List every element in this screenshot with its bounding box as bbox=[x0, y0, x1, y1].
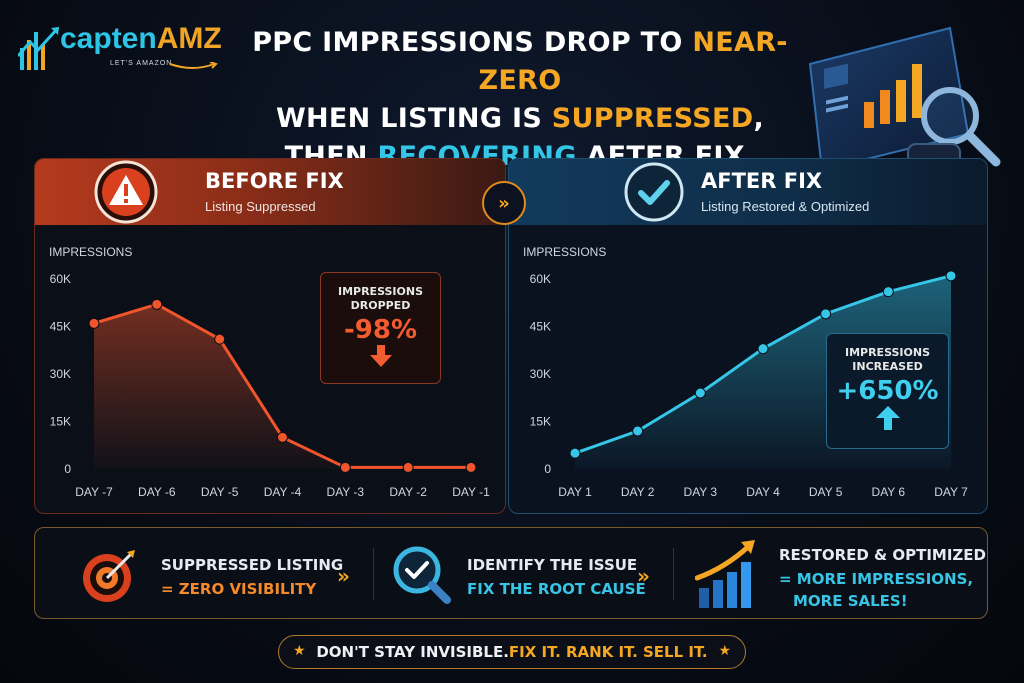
headline-line-1: PPC IMPRESSIONS DROP TO NEAR-ZERO bbox=[252, 27, 788, 96]
steps-strip: SUPPRESSED LISTING = ZERO VISIBILITY » I… bbox=[34, 527, 988, 619]
after-y-tick-label: 30K bbox=[530, 367, 551, 381]
before-area bbox=[94, 304, 471, 469]
dropped-callout: IMPRESSIONS DROPPED -98% bbox=[320, 272, 441, 384]
brand-logo: captenAMZ LET'S AMAZON bbox=[18, 22, 238, 82]
after-y-tick-label: 0 bbox=[544, 462, 551, 476]
increased-callout: IMPRESSIONS INCREASED +650% bbox=[826, 333, 949, 449]
before-fix-title: BEFORE FIX bbox=[205, 169, 344, 193]
after-x-tick-label: DAY 5 bbox=[809, 485, 843, 499]
after-data-point bbox=[882, 286, 894, 298]
before-fix-panel: BEFORE FIX Listing Suppressed IMPRESSION… bbox=[34, 158, 506, 514]
before-y-axis-label: IMPRESSIONS bbox=[49, 245, 132, 259]
arrow-up-icon bbox=[875, 406, 900, 430]
before-x-tick-label: DAY -3 bbox=[327, 485, 365, 499]
star-icon: ★ bbox=[718, 643, 731, 659]
after-y-tick-label: 60K bbox=[530, 272, 551, 286]
before-x-tick-label: DAY -7 bbox=[75, 485, 113, 499]
step-3-subtitle: = MORE IMPRESSIONS, bbox=[779, 570, 974, 588]
checkmark-icon bbox=[624, 162, 684, 222]
after-x-tick-label: DAY 1 bbox=[558, 485, 592, 499]
tagline-part-2: FIX IT. RANK IT. SELL IT. bbox=[508, 643, 708, 661]
logo-bars-icon bbox=[18, 26, 60, 70]
star-icon: ★ bbox=[293, 643, 306, 659]
increased-callout-value: +650% bbox=[836, 376, 939, 406]
divider bbox=[673, 548, 674, 600]
divider bbox=[373, 548, 374, 600]
headline-line-2: WHEN LISTING IS SUPPRESSED, bbox=[275, 103, 765, 134]
tagline-banner: ★ DON'T STAY INVISIBLE. FIX IT. RANK IT.… bbox=[278, 635, 746, 669]
step-1-title: SUPPRESSED LISTING bbox=[161, 556, 344, 574]
dropped-callout-value: -98% bbox=[343, 315, 418, 345]
after-fix-panel: AFTER FIX Listing Restored & Optimized I… bbox=[508, 158, 988, 514]
after-data-point bbox=[945, 270, 957, 282]
dashboard-monitor-icon: a bbox=[808, 26, 1001, 197]
arrow-down-icon bbox=[369, 345, 392, 367]
after-x-tick-label: DAY 7 bbox=[934, 485, 968, 499]
after-fix-subtitle: Listing Restored & Optimized bbox=[701, 199, 870, 214]
before-y-tick-label: 30K bbox=[50, 367, 71, 381]
before-data-point bbox=[88, 317, 100, 329]
after-x-tick-label: DAY 3 bbox=[684, 485, 718, 499]
step-2-subtitle: FIX THE ROOT CAUSE bbox=[467, 580, 646, 598]
logo-wordmark: captenAMZ bbox=[60, 22, 222, 55]
magnifier-check-icon bbox=[393, 546, 451, 604]
before-data-point bbox=[402, 461, 414, 473]
after-fix-header bbox=[509, 159, 987, 225]
before-x-tick-label: DAY -2 bbox=[389, 485, 427, 499]
after-y-tick-label: 15K bbox=[530, 415, 551, 429]
step-3-subtitle-2: MORE SALES! bbox=[793, 592, 908, 610]
warning-icon bbox=[94, 160, 158, 224]
after-data-point bbox=[820, 308, 832, 320]
step-2-title: IDENTIFY THE ISSUE bbox=[467, 556, 638, 574]
tagline-part-1: DON'T STAY INVISIBLE. bbox=[316, 643, 509, 661]
step-1-subtitle: = ZERO VISIBILITY bbox=[161, 580, 317, 598]
after-data-point bbox=[569, 447, 581, 459]
before-after-arrow-icon: » bbox=[482, 181, 526, 225]
after-x-tick-label: DAY 6 bbox=[872, 485, 906, 499]
headline: PPC IMPRESSIONS DROP TO NEAR-ZERO WHEN L… bbox=[250, 24, 790, 176]
before-y-tick-label: 0 bbox=[64, 462, 71, 476]
after-x-tick-label: DAY 4 bbox=[746, 485, 780, 499]
before-chart: IMPRESSIONS 0 15K 30K 45K 60K DAY -7 DAY -6 DAY … bbox=[49, 245, 490, 499]
step-3-title: RESTORED & OPTIMIZED bbox=[779, 546, 986, 564]
before-data-point bbox=[339, 461, 351, 473]
after-x-tick-label: DAY 2 bbox=[621, 485, 655, 499]
before-x-tick-label: DAY -5 bbox=[201, 485, 239, 499]
after-y-tick-label: 45K bbox=[530, 320, 551, 334]
after-data-point bbox=[694, 387, 706, 399]
logo-smile-icon bbox=[169, 62, 218, 69]
after-y-axis-label: IMPRESSIONS bbox=[523, 245, 606, 259]
before-data-point bbox=[465, 461, 477, 473]
before-x-tick-label: DAY -4 bbox=[264, 485, 302, 499]
before-x-tick-label: DAY -6 bbox=[138, 485, 176, 499]
after-fix-title: AFTER FIX bbox=[701, 169, 823, 193]
before-fix-subtitle: Listing Suppressed bbox=[205, 199, 316, 214]
before-y-tick-label: 15K bbox=[50, 415, 71, 429]
before-data-point bbox=[214, 333, 226, 345]
target-icon bbox=[83, 550, 135, 602]
before-data-point bbox=[151, 298, 163, 310]
increased-callout-label: IMPRESSIONS INCREASED bbox=[844, 346, 930, 373]
after-data-point bbox=[632, 425, 644, 437]
dropped-callout-label: IMPRESSIONS DROPPED bbox=[337, 285, 423, 312]
before-y-tick-label: 45K bbox=[50, 320, 71, 334]
after-data-point bbox=[757, 343, 769, 355]
chevron-right-icon: » bbox=[637, 564, 650, 588]
before-data-point bbox=[277, 431, 288, 443]
growth-chart-icon bbox=[695, 540, 755, 608]
before-x-tick-label: DAY -1 bbox=[452, 485, 490, 499]
logo-tagline: LET'S AMAZON bbox=[110, 60, 173, 67]
before-y-tick-label: 60K bbox=[50, 272, 71, 286]
chevron-right-icon: » bbox=[337, 564, 350, 588]
